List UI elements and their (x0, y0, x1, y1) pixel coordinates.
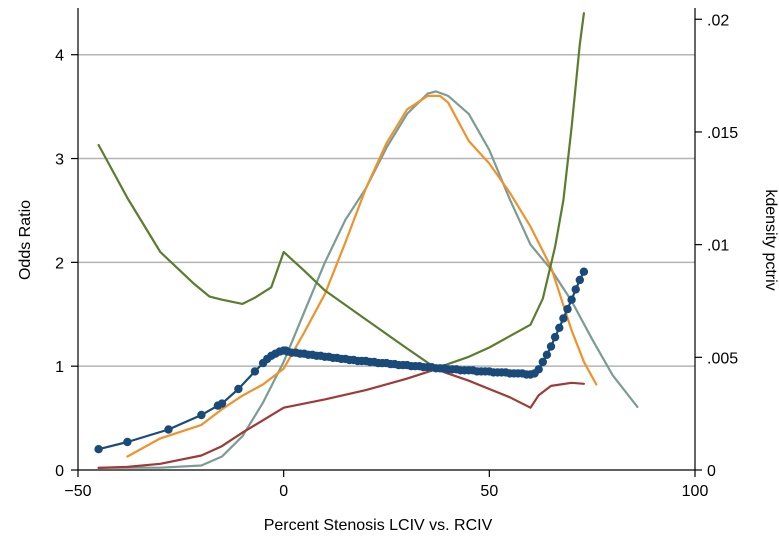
series-1-line (126, 94, 598, 458)
y2-tick-label-4: .02 (707, 12, 729, 29)
series-4-point-81 (555, 323, 564, 332)
series-4-point-78 (542, 350, 552, 359)
x-tick-label-1: 0 (279, 483, 288, 500)
series-4-point-84 (567, 295, 576, 304)
y2-tick-label-1: .005 (707, 350, 738, 367)
y2-tick-label-3: .015 (707, 125, 738, 142)
y-tick-label-1: 1 (55, 359, 64, 376)
series-4-point-87 (579, 267, 589, 276)
series-4-point-79 (546, 342, 556, 351)
series-4-point-80 (550, 332, 560, 342)
series-4-point-77 (538, 357, 547, 367)
y-axis-title: Odds Ratio (17, 200, 34, 280)
series-4-point-85 (571, 285, 580, 294)
x-axis-title: Percent Stenosis LCIV vs. RCIV (264, 517, 493, 534)
series-4-point-86 (575, 275, 584, 285)
x-tick-label-3: 100 (682, 483, 709, 500)
y-tick-label-0: 0 (55, 463, 64, 480)
y2-axis-title: kdensity pctriv (762, 189, 779, 290)
series-layer (94, 12, 639, 469)
series-4-point-82 (559, 314, 568, 323)
y-tick-label-3: 3 (55, 152, 64, 169)
y-tick-label-2: 2 (55, 255, 64, 272)
series-4-point-7 (250, 367, 260, 376)
x-tick-label-0: −50 (64, 483, 91, 500)
series-4-point-3 (197, 410, 206, 420)
series-0-line (97, 90, 639, 469)
series-4-point-6 (234, 384, 243, 394)
series-4-point-83 (563, 304, 572, 314)
series-4-point-0 (94, 445, 103, 454)
y2-tick-label-2: .01 (707, 238, 729, 255)
series-4-point-1 (123, 437, 132, 447)
y2-tick-label-0: 0 (707, 463, 716, 480)
series-4-point-5 (217, 399, 227, 408)
series-3-line (97, 368, 586, 469)
y-tick-label-4: 4 (55, 48, 64, 65)
x-tick-label-2: 50 (480, 483, 498, 500)
series-4-point-2 (164, 425, 173, 434)
series-2-line (97, 12, 586, 370)
series-4-point-76 (534, 365, 543, 374)
gridlines (78, 53, 695, 367)
